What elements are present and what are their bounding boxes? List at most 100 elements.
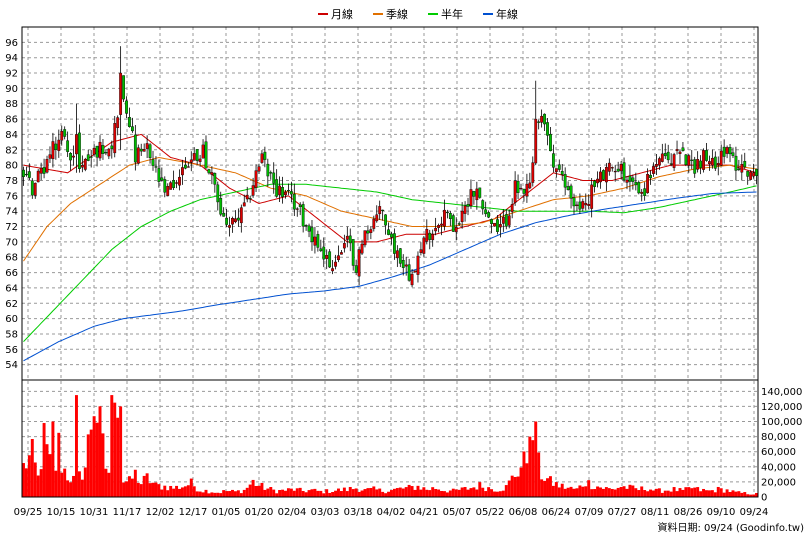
candle-body bbox=[266, 163, 270, 177]
volume-bar bbox=[151, 482, 155, 497]
volume-bar bbox=[640, 486, 644, 497]
volume-bar bbox=[484, 491, 488, 497]
volume-bar bbox=[404, 487, 408, 497]
volume-bar bbox=[281, 489, 285, 497]
candle-body bbox=[69, 153, 72, 161]
candle-body bbox=[254, 170, 258, 188]
candle-body bbox=[178, 176, 181, 186]
volume-bar bbox=[307, 490, 311, 497]
volume-bar bbox=[354, 488, 358, 497]
price-tick-label: 62 bbox=[5, 299, 18, 310]
date-tick-label: 10/15 bbox=[47, 507, 76, 518]
volume-bar bbox=[210, 492, 214, 497]
price-tick-label: 56 bbox=[5, 345, 18, 356]
volume-bar bbox=[601, 488, 605, 497]
volume-bar bbox=[490, 489, 494, 497]
candle-body bbox=[640, 191, 644, 194]
volume-bar bbox=[66, 480, 70, 497]
candle-body bbox=[710, 157, 714, 166]
volume-bar bbox=[613, 489, 617, 497]
candle-body bbox=[234, 218, 237, 223]
volume-bar bbox=[248, 484, 252, 497]
candle-body bbox=[519, 187, 523, 190]
volume-bar bbox=[225, 491, 229, 497]
date-tick-label: 11/17 bbox=[113, 507, 142, 518]
volume-bar bbox=[72, 475, 75, 497]
volume-bar bbox=[201, 492, 205, 497]
candle-body bbox=[369, 229, 373, 233]
volume-bar bbox=[554, 482, 558, 497]
candle-body bbox=[145, 143, 149, 149]
candle-body bbox=[48, 154, 52, 159]
candle-body bbox=[493, 222, 496, 227]
candle-body bbox=[507, 215, 511, 226]
legend-label: 半年 bbox=[441, 7, 463, 21]
volume-bar bbox=[537, 452, 541, 497]
volume-bar bbox=[60, 472, 64, 497]
date-tick-label: 10/31 bbox=[80, 507, 109, 518]
volume-bar bbox=[260, 482, 264, 497]
candle-body bbox=[151, 159, 155, 166]
candle-body bbox=[560, 170, 564, 175]
candle-body bbox=[381, 209, 385, 212]
volume-bar bbox=[690, 488, 694, 497]
candle-body bbox=[116, 117, 120, 128]
candle-body bbox=[337, 255, 340, 261]
candle-body bbox=[33, 182, 37, 196]
volume-bar bbox=[92, 416, 96, 497]
volume-bar bbox=[180, 487, 184, 497]
price-axis: 54 56 58 60 62 64 66 68 70 72 74 76 78 80 82 84 86 88 90 92… bbox=[5, 38, 18, 371]
volume-bar bbox=[242, 489, 246, 497]
candle-body bbox=[554, 168, 558, 172]
candle-body bbox=[340, 252, 343, 255]
volume-bar bbox=[133, 469, 137, 497]
volume-bar bbox=[360, 490, 364, 497]
volume-bar bbox=[51, 421, 55, 497]
volume-bar bbox=[113, 402, 117, 497]
price-tick-label: 90 bbox=[5, 84, 18, 95]
volume-bar bbox=[604, 487, 608, 497]
date-tick-label: 07/27 bbox=[608, 507, 637, 518]
volume-bar bbox=[631, 485, 635, 497]
volume-bar bbox=[431, 487, 435, 497]
candle-body bbox=[431, 233, 435, 241]
candle-body bbox=[440, 223, 443, 226]
volume-bar bbox=[575, 488, 579, 497]
legend: 月線 季線 半年 年線 bbox=[318, 7, 518, 21]
candle-body bbox=[566, 186, 570, 190]
volume-bar bbox=[219, 493, 223, 497]
candle-body bbox=[101, 145, 105, 154]
price-tick-label: 58 bbox=[5, 329, 18, 340]
volume-bar bbox=[445, 492, 449, 497]
volume-bar bbox=[528, 436, 532, 497]
candle-body bbox=[186, 166, 190, 168]
volume-bar bbox=[481, 487, 485, 497]
candle-body bbox=[619, 164, 623, 172]
volume-tick-label: 60,000 bbox=[761, 447, 796, 458]
candle-body bbox=[487, 212, 491, 218]
candle-body bbox=[513, 180, 517, 203]
candle-body bbox=[699, 160, 702, 168]
volume-bar bbox=[178, 488, 181, 497]
volume-bar bbox=[372, 486, 376, 497]
price-tick-label: 54 bbox=[5, 360, 18, 371]
volume-bar bbox=[228, 491, 232, 497]
volume-bar bbox=[493, 491, 496, 497]
volume-bar bbox=[584, 486, 588, 497]
volume-bar bbox=[381, 491, 385, 497]
candle-body bbox=[549, 133, 552, 152]
volume-bar bbox=[516, 476, 520, 497]
volume-bar bbox=[322, 493, 326, 497]
candle-body bbox=[104, 152, 108, 154]
volume-bar bbox=[666, 490, 670, 497]
legend-label: 月線 bbox=[331, 7, 353, 21]
volume-bar bbox=[251, 479, 255, 497]
volume-bar bbox=[245, 487, 249, 497]
volume-bar bbox=[610, 488, 614, 497]
volume-bar bbox=[560, 483, 564, 497]
volume-bar bbox=[328, 492, 332, 497]
candle-body bbox=[437, 225, 440, 228]
volume-bar bbox=[454, 489, 458, 497]
legend-label: 年線 bbox=[496, 7, 518, 21]
volume-bar bbox=[702, 488, 706, 497]
